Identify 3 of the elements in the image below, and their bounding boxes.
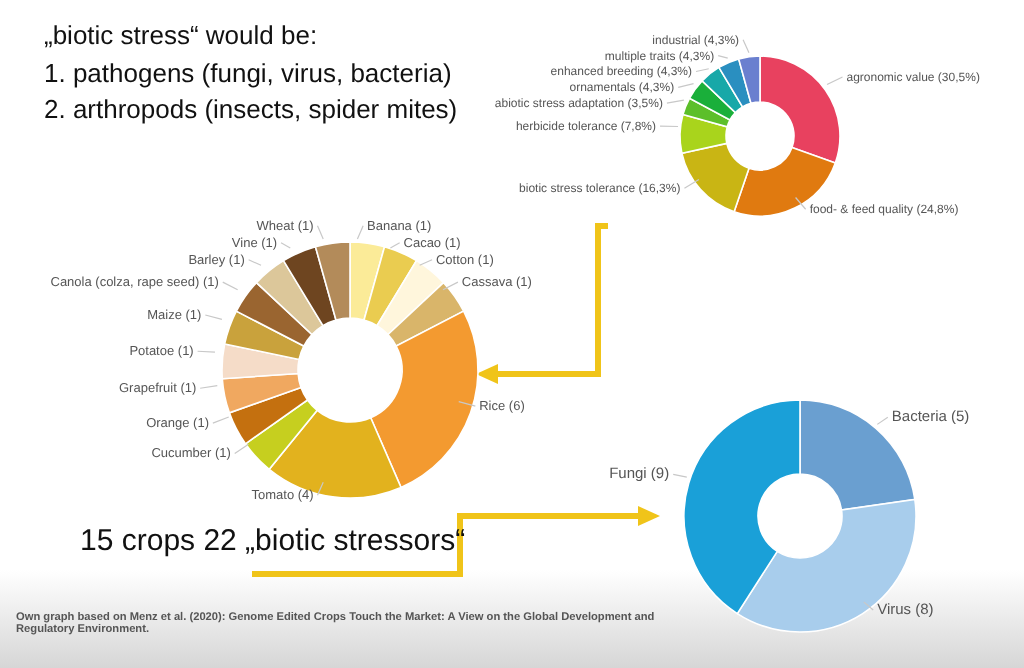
- text: 1. pathogens (fungi, virus, bacteria): [44, 58, 452, 88]
- text: 2. arthropods (insects, spider mites): [44, 94, 458, 124]
- text: „biotic stress“ would be:: [44, 20, 318, 50]
